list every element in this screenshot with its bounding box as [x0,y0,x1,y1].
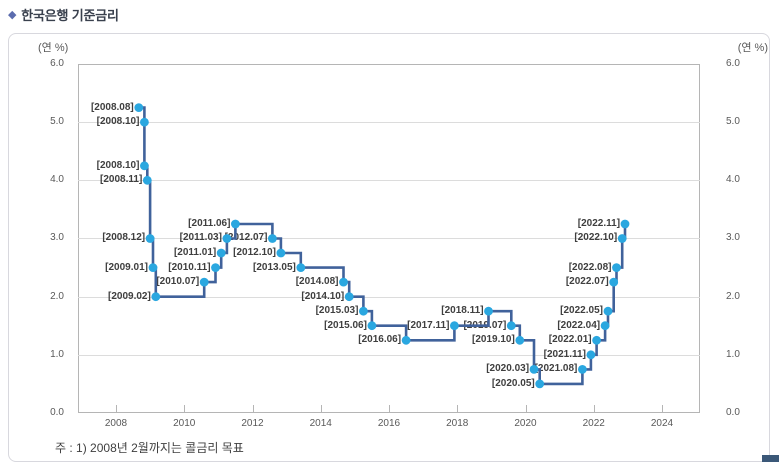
point-label: [2021.08] [534,363,578,375]
y-tick-label-left: 6.0 [50,57,64,69]
y-tick-label-left: 3.0 [50,232,64,244]
x-tick-mark [320,405,322,413]
point-label: [2022.04] [557,319,601,331]
x-tick-mark [116,405,117,413]
grid-line [78,122,700,124]
point-label: [2019.07] [463,319,507,331]
y-tick-label-right: 0.0 [726,407,740,418]
point-label: [2022.10] [574,232,618,244]
point-label: [2008.10] [96,159,140,171]
x-tick-label: 2010 [173,418,196,429]
point-label: [2013.05] [253,261,296,273]
x-tick-label: 2014 [309,418,332,429]
point-label: [2011.01] [173,247,217,259]
point-label: [2018.11] [441,305,484,317]
point-label: [2011.03] [179,232,222,244]
x-tick-mark [662,405,663,413]
point-label: [2019.10] [472,334,515,346]
y-tick-label-right: 5.0 [726,116,740,128]
point-label: [2022.11] [577,217,621,229]
point-label: [2012.07] [224,232,268,244]
point-label: [2008.10] [96,116,140,128]
point-label: [2010.11] [168,261,211,273]
y-tick-label-right: 4.0 [726,174,740,186]
point-label: [2022.01] [548,334,592,346]
point-label: [2015.06] [324,319,367,331]
point-label: [2008.08] [90,101,134,113]
page-title: ◆ 한국은행 기준금리 [8,5,119,24]
point-label: [2022.05] [560,305,603,317]
x-tick-label: 2022 [582,418,605,429]
x-tick-mark [389,405,390,413]
point-label: [2008.11] [100,174,143,186]
point-label: [2015.03] [315,305,359,317]
chart-footnote: 주 : 1) 2008년 2월까지는 콜금리 목표 [55,441,244,455]
x-tick-mark [184,405,186,413]
y-axis-unit-left: (연 %) [38,42,69,54]
point-label: [2021.11] [543,348,586,360]
y-tick-label-left: 1.0 [50,348,64,360]
grid-line [78,296,700,298]
point-label: [2014.10] [301,290,345,302]
diamond-bullet-icon: ◆ [8,9,17,21]
point-label: [2016.06] [358,334,402,346]
point-label: [2009.02] [108,290,151,302]
y-tick-label-right: 2.0 [726,290,740,302]
x-tick-label: 2016 [377,418,401,429]
point-label: [2017.11] [407,319,450,331]
point-label: [2011.06] [188,217,231,229]
x-tick-label: 2008 [104,418,128,429]
point-label: [2008.12] [102,232,146,244]
y-tick-label-left: 5.0 [50,116,64,128]
x-tick-label: 2018 [446,418,469,429]
point-label: [2012.10] [233,247,276,259]
y-tick-label-left: 4.0 [50,174,64,186]
y-tick-label-right: 3.0 [726,232,740,244]
y-tick-label-right: 1.0 [726,348,740,360]
x-tick-label: 2024 [650,418,674,429]
x-tick-mark [252,405,254,413]
point-label: [2022.07] [565,276,609,288]
page-title-text: 한국은행 기준금리 [21,8,119,23]
y-tick-label-left: 2.0 [50,290,64,302]
y-axis-unit-right: (연 %) [737,42,768,54]
point-label: [2010.07] [156,276,200,288]
point-label: [2014.08] [295,276,339,288]
x-tick-mark [593,405,595,413]
point-label: [2020.03] [486,363,530,375]
x-tick-label: 2020 [514,418,537,429]
x-tick-label: 2012 [241,418,264,429]
y-tick-label-left: 0.0 [50,407,64,418]
corner-fragment [762,455,779,462]
x-tick-mark [525,405,527,413]
y-tick-label-right: 6.0 [726,57,740,69]
point-label: [2022.08] [568,261,612,273]
grid-line [78,354,700,356]
point-label: [2009.01] [105,261,148,273]
grid-line [78,180,700,182]
x-tick-mark [457,405,459,413]
point-label: [2020.05] [491,377,535,389]
